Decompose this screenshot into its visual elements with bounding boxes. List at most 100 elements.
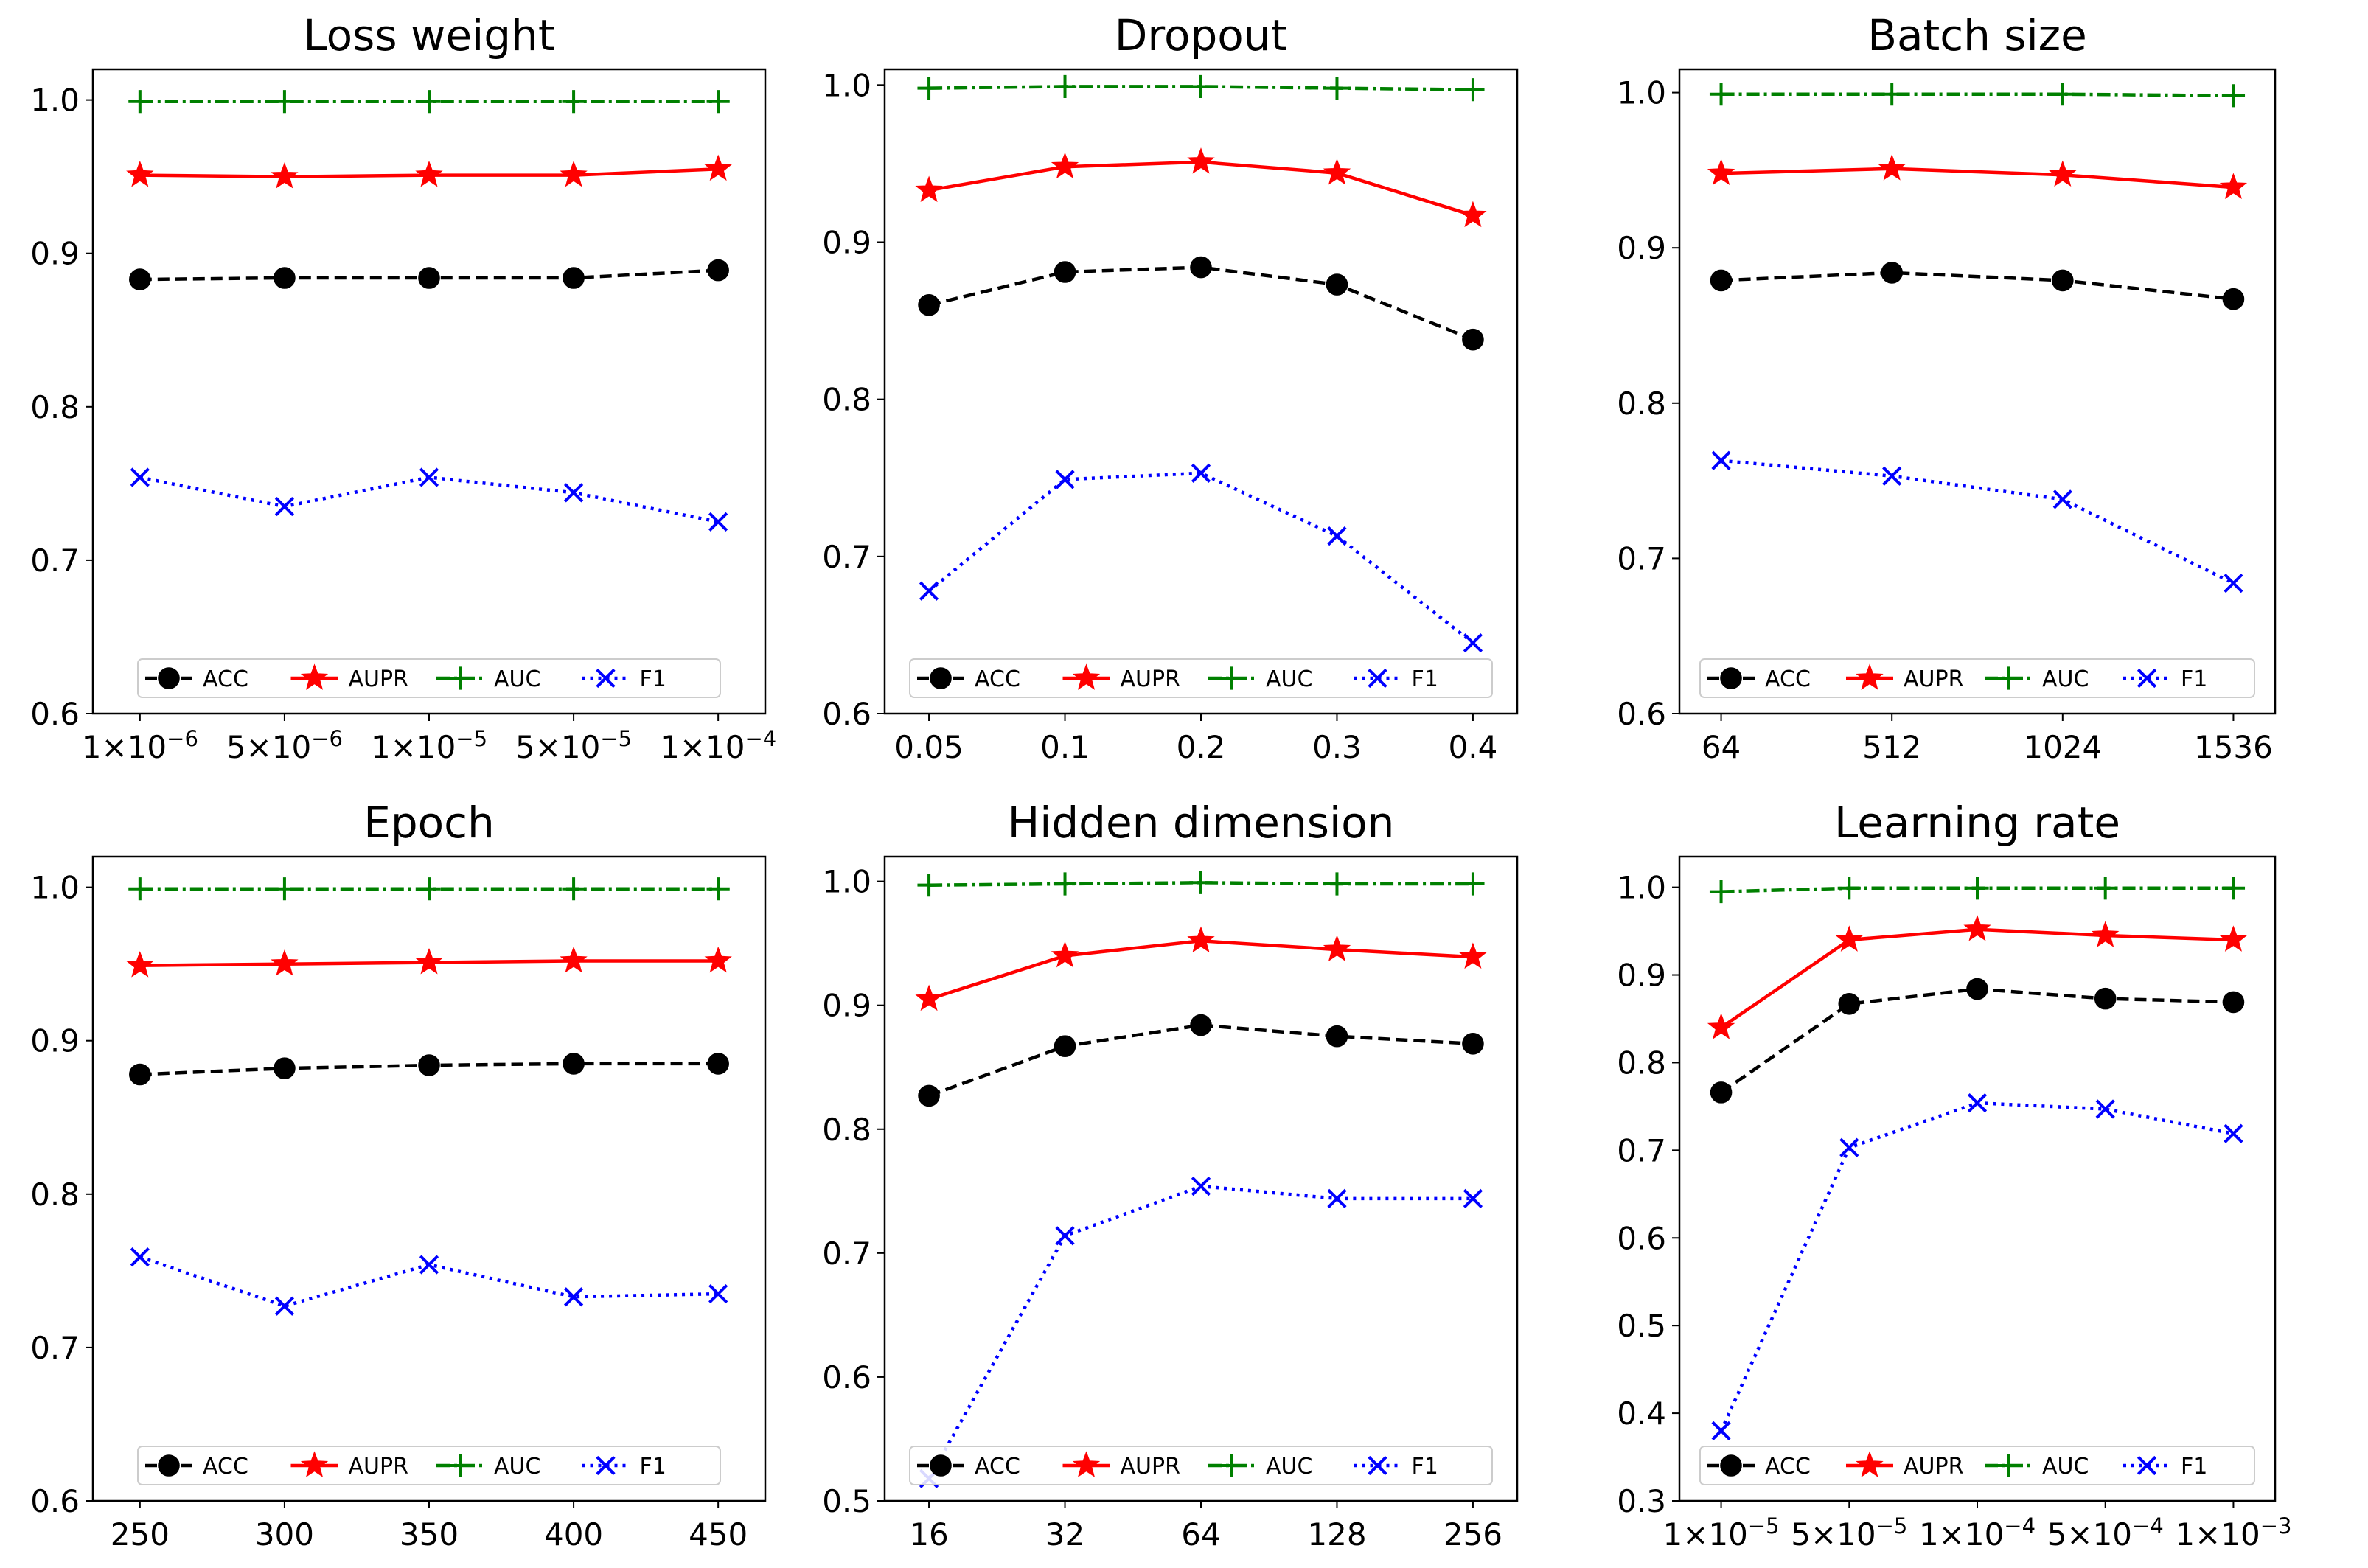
data-point-auc [917,874,941,897]
y-tick-label: 0.6 [822,696,871,732]
data-point-aupr [1459,942,1487,969]
series-line-aupr [928,939,1474,1001]
data-point-f1 [2224,573,2243,593]
x-tick-label: 300 [255,1516,314,1553]
data-point-aupr [1187,926,1215,953]
legend: ACC AUPR AUC F1 [137,1446,721,1485]
series-aupr [126,946,732,978]
legend-label: F1 [1412,1454,1438,1480]
data-point-auc [1325,872,1349,896]
subplot-title: Epoch [363,798,495,848]
subplot-title: Dropout [1115,10,1288,60]
legend-marker [1996,666,2020,690]
series-f1 [130,1247,728,1316]
y-tick-label: 0.9 [30,1023,80,1059]
legend-label: ACC [1765,1454,1811,1480]
data-point-acc [1838,992,1861,1015]
axes-frame [883,68,1519,715]
data-point-f1 [1327,1188,1347,1209]
data-point-aupr [704,154,732,181]
axes-frame [1678,68,2277,715]
y-tick-label: 1.0 [1617,75,1666,111]
data-point-acc [2222,288,2245,310]
subplot-5: Hidden dimension 0.5 0.6 0.7 0.8 0.9 1.0 16 32 64… [822,798,1519,1553]
data-point-aupr [415,947,443,975]
data-point-f1 [919,581,939,601]
x-tick-label: 1×10−5 [371,726,487,765]
subplot-6: Learning rate 0.3 0.4 0.5 0.6 0.7 0.8 0.9 1.0 1×1… [1617,798,2291,1553]
data-point-auc [1965,877,1989,900]
series-acc [918,1014,1484,1107]
data-point-acc [1881,262,1903,284]
y-tick-label: 0.7 [822,539,871,575]
data-point-auc [1189,871,1213,894]
series-line-aupr [928,160,1474,217]
y-tick-label: 0.8 [30,389,80,425]
data-point-aupr [1707,1013,1735,1039]
legend: ACC AUPR AUC F1 [909,1446,1493,1485]
legend-marker [1856,1451,1884,1477]
data-point-aupr [2049,160,2077,187]
series-line-auc [929,85,1473,91]
subplot-2: Dropout 0.6 0.7 0.8 0.9 1.0 0.05 0.1 0.2 0.3 0.4 AC… [822,10,1519,765]
data-point-acc [274,1057,296,1079]
x-tick-label: 5×10−5 [1791,1513,1907,1553]
legend-marker [1220,1454,1244,1477]
legend-label: AUPR [349,666,408,692]
data-point-acc [2052,269,2074,292]
y-tick-label: 0.3 [1617,1483,1666,1519]
data-point-acc [707,1053,729,1075]
legend-label: F1 [2181,1454,2207,1480]
y-tick-label: 0.9 [822,988,871,1024]
legend-marker [1072,663,1101,690]
data-point-acc [1054,1035,1076,1057]
data-point-auc [1189,74,1213,99]
data-point-acc [129,268,151,290]
x-tick-label: 0.05 [894,729,964,765]
series-acc [918,256,1484,351]
legend-marker [1856,663,1884,690]
legend-label: F1 [640,1454,666,1480]
data-point-auc [2221,877,2246,900]
legend-label: AUC [1266,666,1312,692]
data-point-f1 [1055,470,1075,489]
data-point-acc [1190,1014,1212,1036]
legend-label: F1 [2181,666,2207,692]
data-point-f1 [1055,1226,1075,1246]
legend-marker [1220,666,1244,690]
x-tick-label: 64 [1181,1516,1220,1553]
series-acc [129,259,729,290]
data-point-aupr [915,984,943,1011]
y-tick-label: 0.8 [822,382,871,418]
series-auc [128,90,730,114]
data-point-auc [2051,83,2075,106]
series-aupr [915,147,1487,228]
data-point-f1 [1463,1188,1483,1209]
data-point-auc [917,76,941,100]
data-point-f1 [419,1255,439,1275]
data-point-f1 [2052,489,2072,509]
y-tick-label: 0.9 [1617,958,1666,994]
data-point-auc [1709,83,1733,106]
series-f1 [1711,1093,2243,1440]
data-point-aupr [1963,915,1991,941]
legend-box [909,1446,1493,1485]
data-point-aupr [126,160,154,187]
x-tick-label: 5×10−6 [226,726,343,765]
x-tick-label: 512 [1862,729,1921,765]
legend-label: ACC [975,666,1020,692]
x-tick-label: 64 [1702,729,1741,765]
legend-box [137,1446,721,1485]
legend-marker [448,666,472,690]
x-tick-label: 5×10−4 [2047,1513,2164,1553]
legend-marker [1072,1451,1101,1477]
series-line-f1 [1721,459,2235,585]
series-line-acc [1721,271,2234,301]
legend-marker [596,1455,616,1476]
legend-label: F1 [640,666,666,692]
series-auc [917,871,1485,897]
series-line-acc [1720,987,2234,1094]
data-point-auc [128,877,152,901]
series-line-auc [1721,92,2234,98]
